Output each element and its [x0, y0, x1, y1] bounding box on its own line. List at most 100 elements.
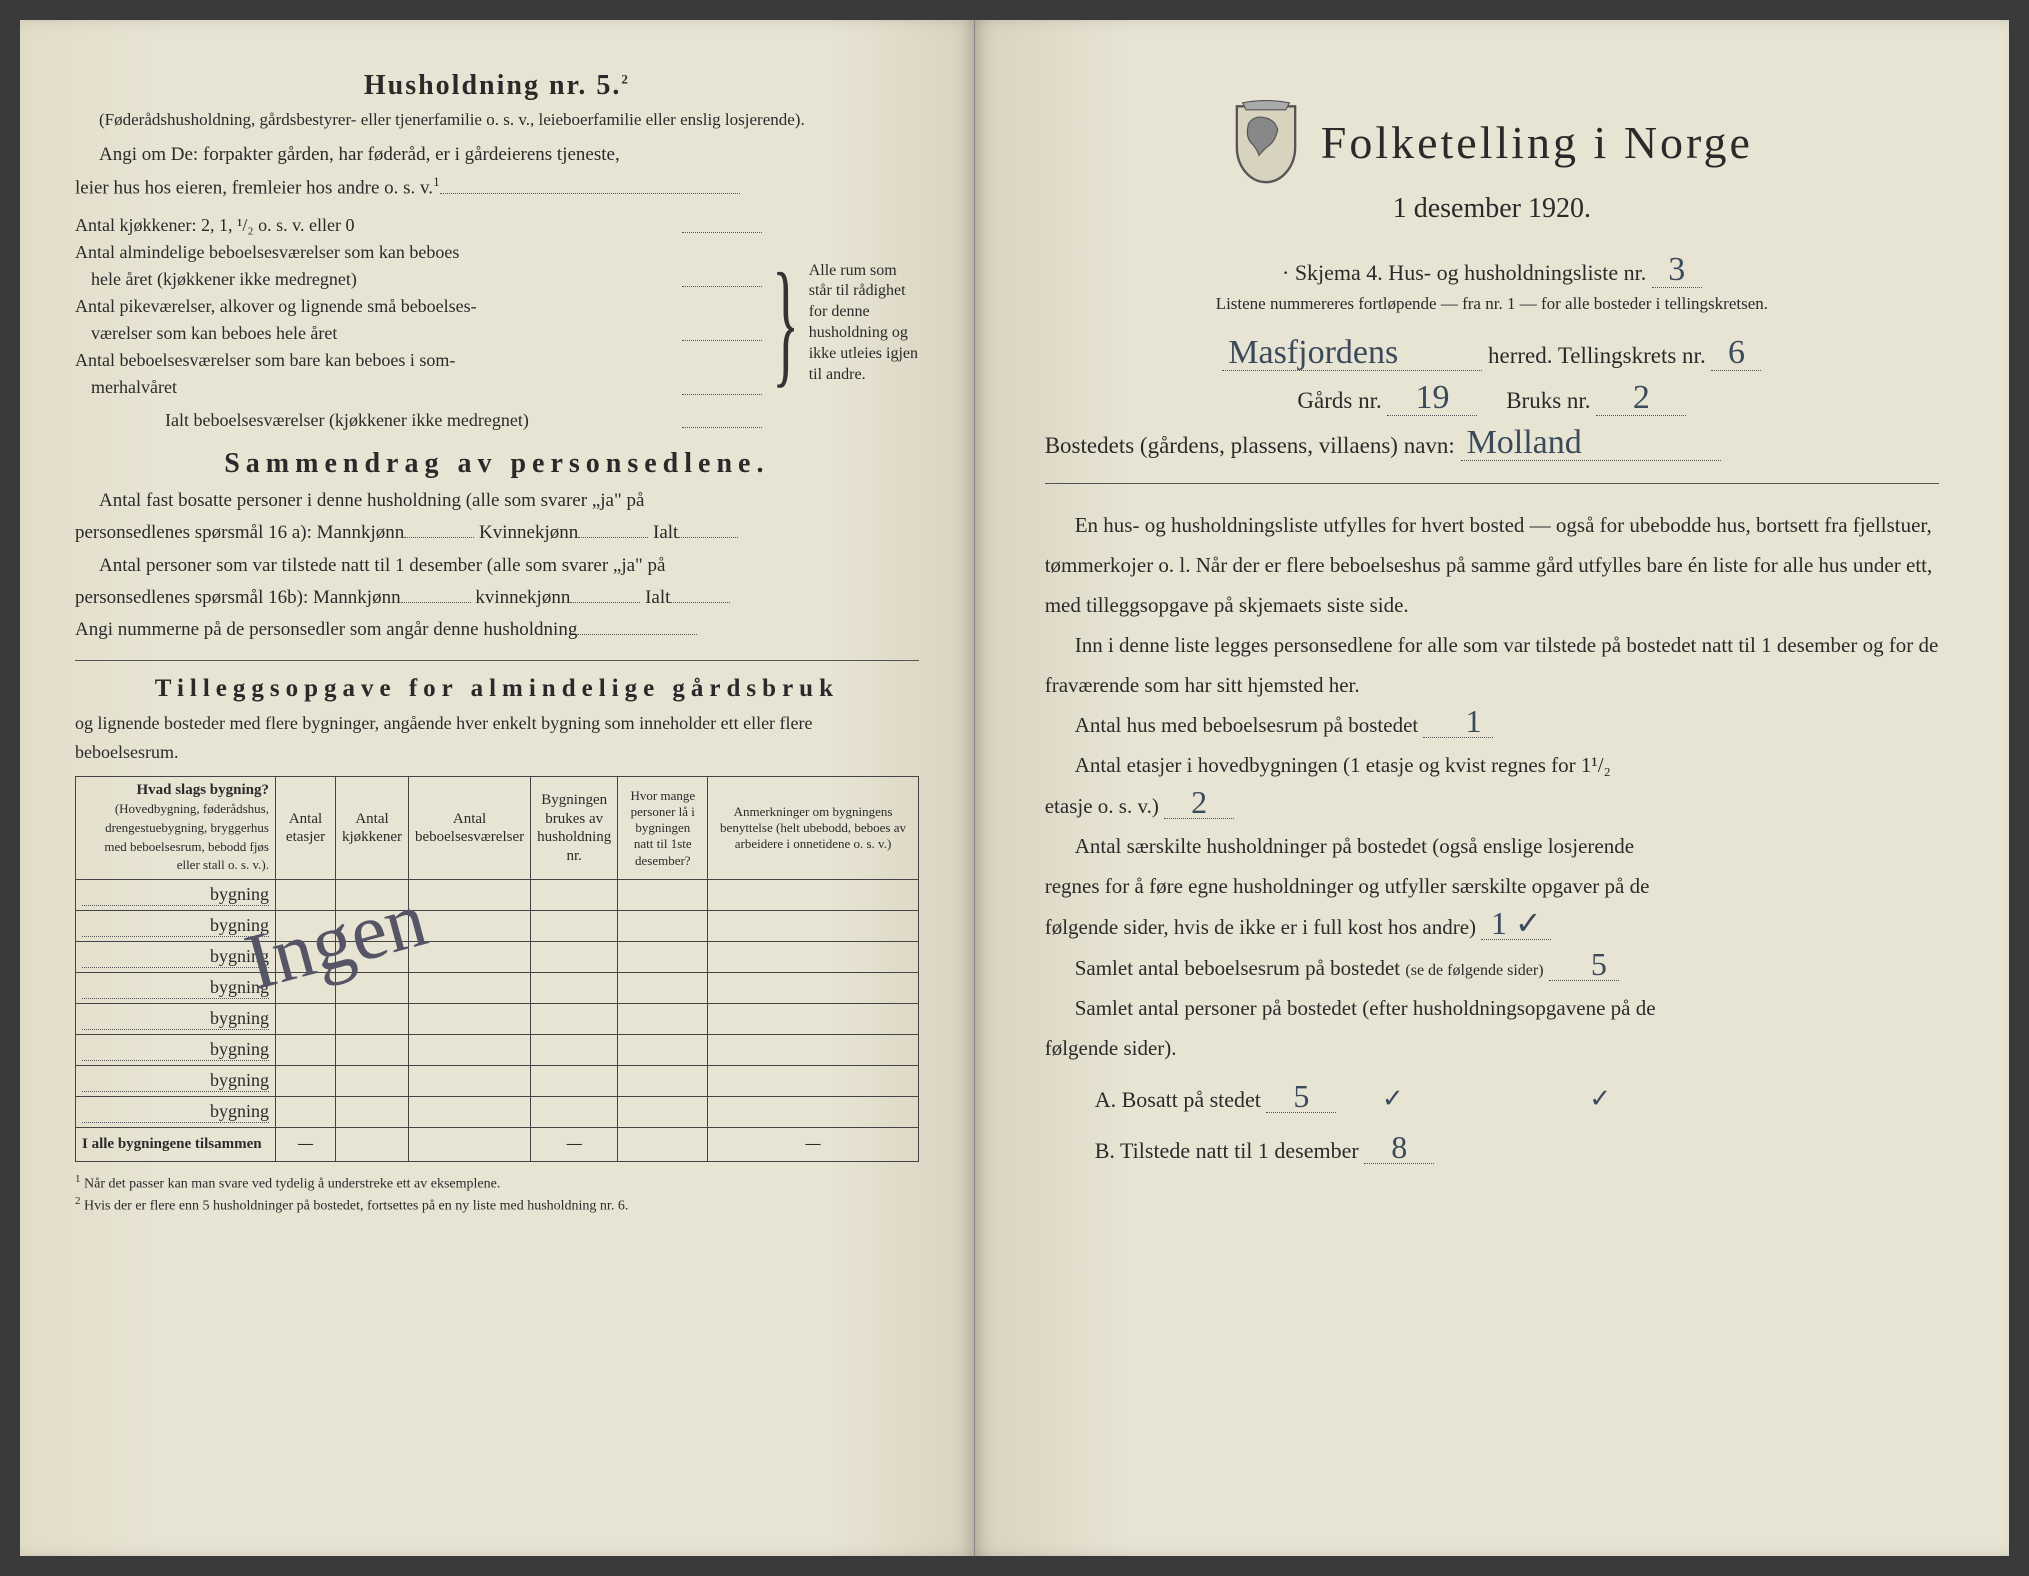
- gards-nr-value: 19: [1387, 381, 1477, 416]
- rooms-r4b: merhalvåret: [75, 374, 678, 401]
- angi-line-1: Angi om De: forpakter gården, har føderå…: [75, 140, 919, 170]
- q3c-row: følgende sider, hvis de ikke er i full k…: [1045, 907, 1939, 948]
- household-heading: Husholdning nr. 5.2: [75, 70, 919, 102]
- angi-line-2: leier hus hos eieren, fremleier hos andr…: [75, 172, 919, 204]
- curly-brace: }: [772, 260, 799, 386]
- brace-annotation: Alle rum som står til rådighet for denne…: [809, 261, 919, 386]
- fn-num-1: 1: [75, 1173, 81, 1185]
- bygning-label: bygning: [82, 977, 269, 999]
- summary-2a: Antal personer som var tilstede natt til…: [75, 551, 919, 581]
- summary-1c: Kvinnekjønn: [479, 522, 578, 543]
- th-2: Antal etasjer: [276, 777, 336, 880]
- a3: 1 ✓: [1481, 907, 1551, 940]
- bosted-row: Bostedets (gårdens, plassens, villaens) …: [1045, 426, 1939, 461]
- building-table: Hvad slags bygning? (Hovedbygning, føder…: [75, 776, 919, 1162]
- right-page: Folketelling i Norge 1 desember 1920. · …: [975, 20, 2009, 1556]
- bygning-label: bygning: [82, 1101, 269, 1123]
- q4-row: Samlet antal beboelsesrum på bostedet (s…: [1045, 948, 1939, 989]
- q3b: regnes for å føre egne husholdninger og …: [1045, 867, 1939, 907]
- answer-a: 5: [1266, 1080, 1336, 1113]
- household-heading-text: Husholdning nr. 5.: [364, 70, 622, 101]
- answer-b: 8: [1364, 1131, 1434, 1164]
- q1: Antal hus med beboelsesrum på bostedet: [1075, 713, 1419, 737]
- herred-row: Masfjordens herred. Tellingskrets nr. 6: [1045, 336, 1939, 371]
- table-row: bygning: [76, 1066, 919, 1097]
- summary-title: Sammendrag av personsedlene.: [75, 448, 919, 480]
- summary-2c: kvinnekjønn: [475, 587, 570, 608]
- summary-2b-row: personsedlenes spørsmål 16b): Mannkjønn …: [75, 583, 919, 613]
- divider: [75, 660, 919, 661]
- rooms-r1: Antal kjøkkener: 2, 1, ¹/₂ o. s. v. elle…: [75, 212, 678, 239]
- q4: Samlet antal beboelsesrum på bostedet: [1075, 956, 1400, 980]
- th-1b: (Hovedbygning, føderådshus, drengestueby…: [104, 801, 269, 872]
- summary-3-row: Angi nummerne på de personsedler som ang…: [75, 615, 919, 645]
- table-header-row: Hvad slags bygning? (Hovedbygning, føder…: [76, 777, 919, 880]
- summary-3: Angi nummerne på de personsedler som ang…: [75, 619, 577, 640]
- para-2: Inn i denne liste legges personsedlene f…: [1045, 626, 1939, 706]
- building-table-wrap: Hvad slags bygning? (Hovedbygning, føder…: [75, 776, 919, 1162]
- total-dash-3: —: [708, 1128, 918, 1162]
- table-row: bygning: [76, 880, 919, 911]
- census-date: 1 desember 1920.: [1045, 193, 1939, 225]
- bosted-value: Molland: [1461, 426, 1721, 461]
- herred-label: herred. Tellingskrets nr.: [1488, 343, 1706, 368]
- q2b: etasje o. s. v.): [1045, 794, 1159, 818]
- bosted-label: Bostedets (gårdens, plassens, villaens) …: [1045, 433, 1455, 458]
- table-row: bygning: [76, 973, 919, 1004]
- tillegg-title: Tilleggsopgave for almindelige gårdsbruk: [75, 675, 919, 703]
- table-row: bygning: [76, 1004, 919, 1035]
- total-dash: —: [276, 1128, 336, 1162]
- instructions-block: En hus- og husholdningsliste utfylles fo…: [1045, 506, 1939, 1172]
- rooms-r3b: værelser som kan beboes hele året: [75, 320, 678, 347]
- th-1a: Hvad slags bygning?: [136, 782, 269, 798]
- item-b-row: B. Tilstede natt til 1 desember 8: [1095, 1130, 1939, 1172]
- rooms-r2b: hele året (kjøkkener ikke medregnet): [75, 266, 678, 293]
- krets-nr-value: 6: [1711, 336, 1761, 371]
- left-page: Husholdning nr. 5.2 (Føderådshusholdning…: [20, 20, 975, 1556]
- total-label: I alle bygningene tilsammen: [76, 1128, 276, 1162]
- gards-row: Gårds nr. 19 Bruks nr. 2: [1045, 381, 1939, 416]
- a1: 1: [1423, 705, 1493, 738]
- rooms-r4a: Antal beboelsesværelser som bare kan beb…: [75, 347, 762, 374]
- bygning-label: bygning: [82, 946, 269, 968]
- tillegg-sub: og lignende bosteder med flere bygninger…: [75, 709, 919, 767]
- summary-2b: personsedlenes spørsmål 16b): Mannkjønn: [75, 587, 401, 608]
- rooms-list: Antal kjøkkener: 2, 1, ¹/₂ o. s. v. elle…: [75, 212, 762, 434]
- th-1: Hvad slags bygning? (Hovedbygning, føder…: [76, 777, 276, 880]
- a2: 2: [1164, 786, 1234, 819]
- q3c: følgende sider, hvis de ikke er i full k…: [1045, 915, 1476, 939]
- th-4: Antal beboelsesværelser: [408, 777, 530, 880]
- bygning-label: bygning: [82, 1008, 269, 1030]
- item-b: B. Tilstede natt til 1 desember: [1095, 1138, 1359, 1163]
- angi-line-2-text: leier hus hos eieren, fremleier hos andr…: [75, 178, 433, 199]
- household-heading-sup: 2: [621, 72, 630, 87]
- bygning-label: bygning: [82, 1039, 269, 1061]
- q5a: Samlet antal personer på bostedet (efter…: [1045, 989, 1939, 1029]
- right-divider: [1045, 483, 1939, 484]
- q4-small: (se de følgende sider): [1405, 962, 1543, 979]
- bygning-label: bygning: [82, 915, 269, 937]
- check-a-2: ✓: [1589, 1084, 1611, 1113]
- fn-text-2: Hvis der er flere enn 5 husholdninger på…: [84, 1199, 628, 1214]
- th-5: Bygningen brukes av husholdning nr.: [531, 777, 618, 880]
- summary-1b: personsedlenes spørsmål 16 a): Mannkjønn: [75, 522, 404, 543]
- title-block: Folketelling i Norge: [1045, 100, 1939, 185]
- check-a: ✓: [1382, 1084, 1404, 1113]
- coat-of-arms-icon: [1231, 100, 1301, 185]
- footnote-1: 1 Når det passer kan man svare ved tydel…: [75, 1172, 919, 1194]
- footnotes: 1 Når det passer kan man svare ved tydel…: [75, 1172, 919, 1217]
- summary-1b-row: personsedlenes spørsmål 16 a): Mannkjønn…: [75, 518, 919, 548]
- th-7: Anmerkninger om bygningens benyttelse (h…: [708, 777, 918, 880]
- q3a: Antal særskilte husholdninger på bostede…: [1045, 827, 1939, 867]
- table-total-row: I alle bygningene tilsammen — — —: [76, 1128, 919, 1162]
- bygning-label: bygning: [82, 884, 269, 906]
- table-row: bygning: [76, 911, 919, 942]
- angi-sup: 1: [433, 174, 440, 189]
- bruks-nr-value: 2: [1596, 381, 1686, 416]
- list-number-value: 3: [1652, 253, 1702, 288]
- q2b-row: etasje o. s. v.) 2: [1045, 786, 1939, 827]
- rooms-r2a: Antal almindelige beboelsesværelser som …: [75, 239, 762, 266]
- para-1: En hus- og husholdningsliste utfylles fo…: [1045, 506, 1939, 626]
- summary-1a: Antal fast bosatte personer i denne hush…: [75, 486, 919, 516]
- schema-prefix: Skjema 4. Hus- og husholdningsliste nr.: [1295, 260, 1646, 285]
